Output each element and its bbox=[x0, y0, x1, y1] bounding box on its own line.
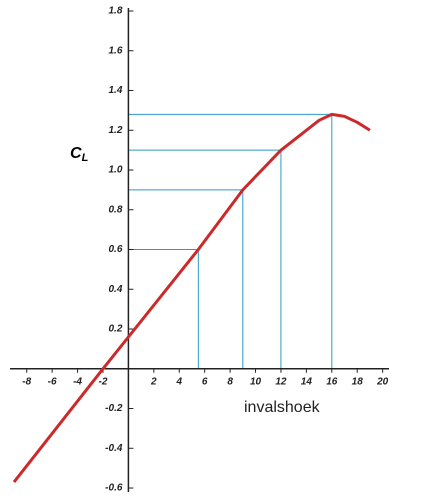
x-axis-label: invalshoek bbox=[244, 399, 321, 416]
x-tick-label: -8 bbox=[22, 376, 31, 387]
x-tick-label: 4 bbox=[175, 376, 182, 387]
y-tick-label: 1.6 bbox=[109, 45, 123, 56]
y-tick-label: 1.0 bbox=[109, 165, 123, 176]
y-tick-label: -0.6 bbox=[105, 483, 123, 494]
x-tick-label: -2 bbox=[99, 376, 108, 387]
y-axis-label: CL bbox=[70, 145, 89, 164]
y-tick-label: 1.8 bbox=[109, 6, 123, 17]
y-label-sub: L bbox=[82, 152, 89, 164]
x-tick-label: 8 bbox=[227, 376, 233, 387]
x-tick-label: 14 bbox=[301, 376, 313, 387]
x-tick-label: 18 bbox=[352, 376, 364, 387]
y-label-main: C bbox=[70, 145, 82, 162]
x-tick-label: 20 bbox=[376, 376, 389, 387]
x-tick-label: 2 bbox=[150, 376, 157, 387]
x-tick-label: 6 bbox=[202, 376, 208, 387]
y-tick-label: 1.4 bbox=[109, 85, 123, 96]
y-tick-label: -0.2 bbox=[105, 403, 123, 414]
y-tick-label: 0.6 bbox=[109, 244, 123, 255]
y-tick-label: 1.2 bbox=[109, 125, 123, 136]
y-tick-label: 0.4 bbox=[109, 284, 123, 295]
y-tick-label: 0.8 bbox=[109, 204, 123, 215]
x-tick-label: 10 bbox=[250, 376, 262, 387]
lift-curve bbox=[12, 112, 371, 483]
x-tick-label: 16 bbox=[326, 376, 338, 387]
x-tick-label: 12 bbox=[275, 376, 287, 387]
y-tick-label: -0.4 bbox=[105, 443, 123, 454]
y-tick-label: 0.2 bbox=[109, 324, 123, 335]
x-tick-label: -4 bbox=[73, 376, 82, 387]
x-tick-label: -6 bbox=[48, 376, 57, 387]
